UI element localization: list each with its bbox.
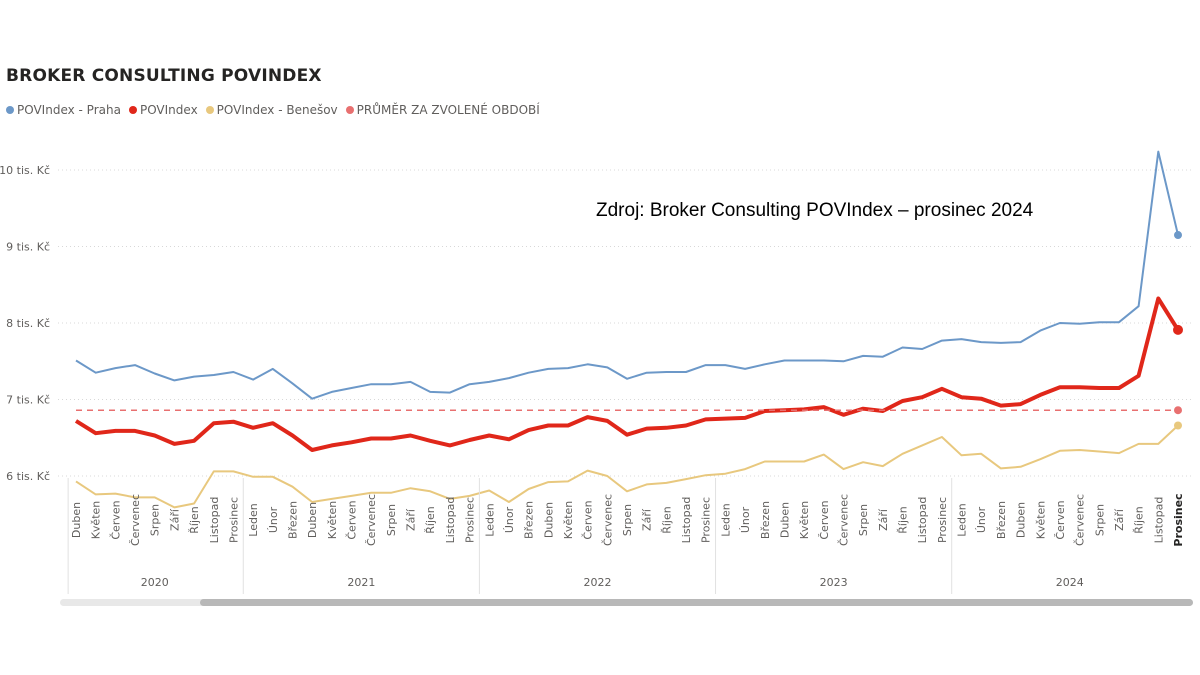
x-tick-label: Listopad <box>444 497 457 544</box>
x-tick-label: Listopad <box>208 497 221 544</box>
x-tick-label: Červenec <box>601 494 614 546</box>
x-tick-label: Srpen <box>1093 504 1106 536</box>
legend: POVIndex - Praha POVIndex POVIndex - Ben… <box>6 103 540 117</box>
x-tick-label: Květen <box>562 501 575 540</box>
x-tick-label: Březen <box>523 501 536 539</box>
x-tick-label: Říjen <box>660 506 673 534</box>
x-tick-label: Duben <box>778 502 791 538</box>
x-tick-label: Červen <box>582 500 595 539</box>
x-tick-label: Květen <box>326 501 339 540</box>
legend-label-povindex: POVIndex <box>139 103 198 117</box>
x-tick-label: Červenec <box>365 494 378 546</box>
x-tick-label: Prosinec <box>464 497 477 543</box>
x-tick-label: Červen <box>109 500 122 539</box>
x-tick-label: Květen <box>90 501 103 540</box>
x-tick-label: Prosinec <box>227 497 240 543</box>
x-tick-label: Červen <box>818 500 831 539</box>
x-tick-label: Leden <box>247 503 260 536</box>
x-tick-label: Červenec <box>837 494 850 546</box>
x-tick-label: Březen <box>759 501 772 539</box>
x-tick-label: Říjen <box>188 506 201 534</box>
x-tick-label: Únor <box>739 506 752 533</box>
x-tick-label: Září <box>641 508 654 531</box>
x-tick-label: Červen <box>1054 500 1067 539</box>
year-label: 2023 <box>820 576 848 589</box>
legend-label-average: PRŮMĚR ZA ZVOLENÉ OBDOBÍ <box>356 103 540 117</box>
x-tick-label: Červenec <box>1074 494 1087 546</box>
x-tick-label: Leden <box>956 503 969 536</box>
x-tick-label: Duben <box>1015 502 1028 538</box>
x-tick-label: Leden <box>719 503 732 536</box>
x-tick-label: Květen <box>1034 501 1047 540</box>
legend-label-benesov: POVIndex - Benešov <box>216 103 338 117</box>
x-tick-label: Září <box>168 508 181 531</box>
series-end-point <box>1174 421 1182 430</box>
legend-dot-praha <box>6 106 14 114</box>
legend-dot-povindex <box>128 106 137 114</box>
year-label: 2022 <box>583 576 611 589</box>
x-tick-label: Duben <box>306 502 319 538</box>
x-tick-label: Září <box>1113 508 1126 531</box>
x-tick-label: Únor <box>975 506 988 533</box>
series-line <box>75 150 1179 400</box>
x-tick-label: Srpen <box>857 504 870 536</box>
x-tick-label: Leden <box>483 503 496 536</box>
x-tick-label: Červen <box>346 500 359 539</box>
year-label: 2024 <box>1056 576 1084 589</box>
legend-dot-average <box>345 106 354 114</box>
x-tick-label: Říjen <box>424 506 437 534</box>
x-tick-label: Listopad <box>680 497 693 544</box>
x-tick-label: Březen <box>995 501 1008 539</box>
source-annotation: Zdroj: Broker Consulting POVIndex – pros… <box>596 200 1034 221</box>
legend-item-benesov[interactable]: POVIndex - Benešov <box>205 103 338 117</box>
y-tick-label: 7 tis. Kč <box>6 394 50 407</box>
x-tick-label: Srpen <box>149 504 162 536</box>
x-tick-label: Březen <box>286 501 299 539</box>
legend-dot-benesov <box>205 106 214 114</box>
x-tick-label: Říjen <box>1133 506 1146 534</box>
average-end-point <box>1174 406 1182 415</box>
legend-item-povindex[interactable]: POVIndex <box>128 103 198 117</box>
x-tick-label: Září <box>877 508 890 531</box>
y-tick-label: 6 tis. Kč <box>6 470 50 483</box>
x-tick-label: Duben <box>70 502 83 538</box>
x-tick-label: Červenec <box>129 494 142 546</box>
year-label: 2021 <box>347 576 375 589</box>
legend-label-praha: POVIndex - Praha <box>17 103 121 117</box>
x-tick-label: Duben <box>542 502 555 538</box>
series-line <box>74 296 1180 452</box>
horizontal-scrollbar-thumb[interactable] <box>200 599 1193 606</box>
x-tick-label: Prosinec <box>700 497 713 543</box>
series-line <box>75 424 1179 509</box>
legend-item-praha[interactable]: POVIndex - Praha <box>6 103 121 117</box>
x-tick-label: Únor <box>267 506 280 533</box>
x-tick-label: Listopad <box>1152 497 1165 544</box>
x-tick-label: Únor <box>503 506 516 533</box>
year-label: 2020 <box>141 576 169 589</box>
x-tick-label: Prosinec <box>1172 493 1185 546</box>
legend-item-average[interactable]: PRŮMĚR ZA ZVOLENÉ OBDOBÍ <box>345 103 540 117</box>
y-tick-label: 10 tis. Kč <box>0 164 50 177</box>
x-tick-label: Říjen <box>897 506 910 534</box>
x-tick-label: Prosinec <box>936 497 949 543</box>
x-tick-label: Listopad <box>916 497 929 544</box>
x-tick-label: Srpen <box>621 504 634 536</box>
x-tick-label: Září <box>405 508 418 531</box>
series-end-point <box>1174 231 1182 240</box>
x-tick-label: Květen <box>798 501 811 540</box>
y-tick-label: 9 tis. Kč <box>6 241 50 254</box>
y-tick-label: 8 tis. Kč <box>6 317 50 330</box>
series-end-point <box>1173 324 1183 335</box>
chart-title: BROKER CONSULTING POVINDEX <box>6 66 322 86</box>
x-tick-label: Srpen <box>385 504 398 536</box>
